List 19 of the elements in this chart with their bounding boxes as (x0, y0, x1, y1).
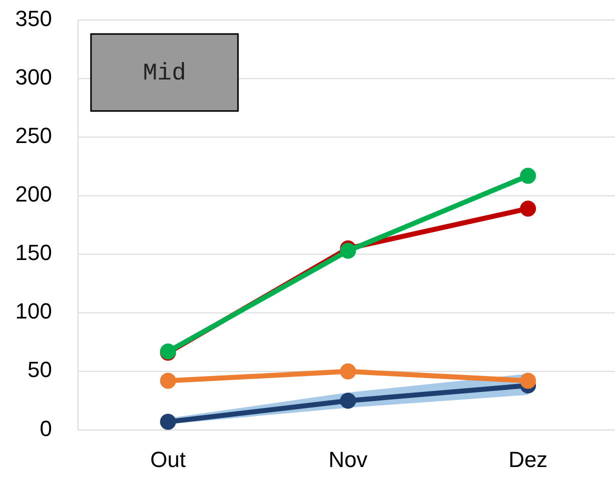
x-tick-label: Dez (508, 447, 548, 472)
point (340, 392, 356, 409)
y-tick-label: 200 (15, 182, 52, 207)
point (160, 414, 176, 430)
y-tick-label: 0 (40, 416, 52, 441)
y-tick-label: 350 (15, 6, 52, 31)
point (160, 372, 176, 389)
y-tick-label: 300 (15, 64, 52, 90)
y-tick-label: 150 (15, 240, 52, 266)
y-tick-label: 100 (15, 298, 52, 324)
x-tick-label: Out (150, 447, 186, 472)
point (520, 372, 536, 389)
y-tick-label: 250 (15, 122, 52, 148)
point (520, 168, 536, 184)
x-tick-label: Nov (328, 447, 368, 472)
point (520, 200, 536, 217)
annotation: Mid (142, 60, 186, 88)
y-tick-label: 50 (28, 357, 52, 382)
point (340, 363, 356, 380)
